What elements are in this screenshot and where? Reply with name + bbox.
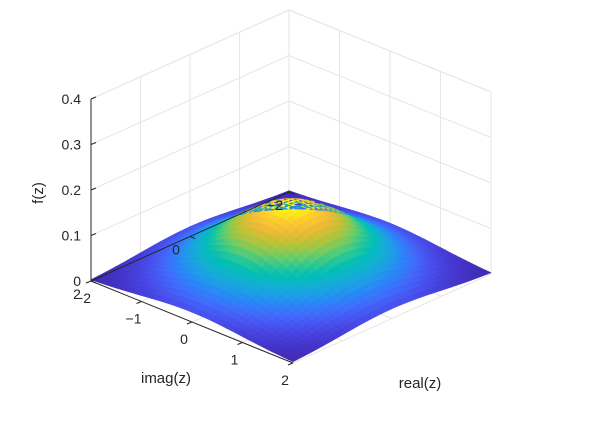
y-axis-ticks: −202 [73, 191, 295, 302]
z-tick-label: 0.2 [62, 182, 82, 198]
x-axis-ticks: −2 −1 0 1 2 [75, 280, 294, 388]
grid-line-z-left [90, 55, 290, 145]
z-tick-label: 0.1 [62, 228, 82, 244]
surface-patch [480, 270, 492, 275]
x-tick-mark [237, 342, 243, 345]
left-top-edge [90, 9, 290, 100]
x-tick-label: 1 [231, 352, 239, 368]
z-axis-label: f(z) [30, 182, 47, 204]
grid-line-z-left [90, 100, 290, 191]
grid-line-z-back [288, 55, 492, 138]
x-tick-label: −2 [75, 290, 91, 306]
y-tick-label: 0 [172, 242, 180, 258]
z-tick-mark [90, 187, 97, 191]
z-axis-ticks: 0 0.1 0.2 0.3 0.4 [62, 91, 97, 289]
z-tick-mark [90, 278, 97, 282]
y-tick-mark [90, 280, 97, 284]
x-tick-mark [85, 280, 92, 284]
z-tick-label: 0.4 [62, 91, 82, 107]
grid-line-z-left [90, 146, 290, 236]
x-tick-mark [136, 301, 142, 304]
x-tick-label: 0 [180, 331, 188, 347]
z-tick-mark [90, 142, 97, 145]
back-top-edge [288, 9, 492, 93]
z-tick-mark [90, 233, 97, 236]
z-tick-label: 0.3 [62, 137, 82, 153]
y-axis-label: imag(z) [141, 370, 191, 387]
grid-line-z-back [288, 146, 492, 229]
z-tick-label: 0 [73, 273, 81, 289]
x-axis-label: real(z) [399, 375, 442, 392]
y-tick-mark [189, 236, 196, 239]
z-tick-mark [90, 96, 97, 100]
y-tick-label: 2 [73, 286, 81, 302]
y-tick-label: −2 [267, 197, 283, 213]
grid-line-z-back [288, 100, 492, 184]
surface-mesh [90, 190, 492, 362]
y-tick-mark [288, 191, 295, 195]
x-tick-mark [186, 321, 193, 325]
x-tick-mark [287, 362, 294, 366]
x-tick-label: 2 [281, 372, 289, 388]
x-tick-label: −1 [126, 311, 142, 327]
